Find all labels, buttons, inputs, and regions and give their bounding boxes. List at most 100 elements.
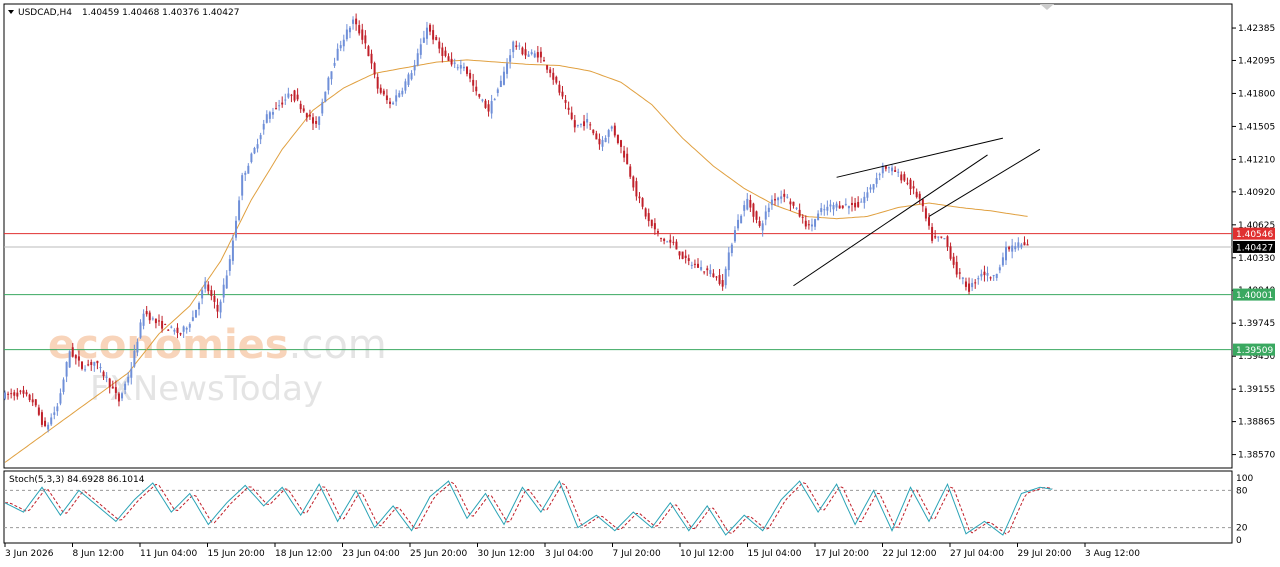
candle-body	[296, 94, 299, 100]
candle-body	[13, 392, 16, 396]
candle-body	[629, 166, 632, 177]
candle-body	[613, 125, 616, 136]
ohlc-values: 1.40459 1.40468 1.40376 1.40427	[82, 8, 239, 18]
candle-body	[844, 203, 847, 205]
x-tick-label: 15 Jun 20:00	[208, 549, 265, 559]
candle-body	[931, 227, 934, 241]
candle-body	[860, 201, 863, 203]
candle-body	[712, 273, 715, 278]
collapse-arrow-icon[interactable]	[8, 10, 14, 14]
candle-body	[244, 172, 247, 175]
candle-body	[795, 207, 798, 209]
candle-body	[878, 174, 881, 176]
candle-body	[521, 47, 524, 55]
candle-body	[84, 369, 87, 371]
x-tick-label: 7 Jul 20:00	[613, 549, 662, 559]
y-tick-label: 1.41210	[1238, 155, 1275, 165]
candle-body	[105, 376, 108, 378]
candle-body	[499, 80, 502, 88]
candle-body	[77, 356, 80, 361]
candle-body	[222, 284, 225, 298]
ma-line	[4, 59, 1028, 463]
x-tick-label: 23 Jun 04:00	[343, 549, 400, 559]
scroll-corner-icon[interactable]	[1040, 4, 1054, 10]
candle-body	[361, 29, 364, 40]
candle-body	[752, 203, 755, 217]
symbol-label: USDCAD,H4	[18, 8, 72, 18]
candle-body	[456, 67, 459, 69]
candle-body	[687, 258, 690, 261]
stoch-level-label: 0	[1236, 536, 1242, 546]
candle-body	[866, 192, 869, 198]
candle-body	[743, 205, 746, 211]
trendlines[interactable]	[793, 137, 1041, 287]
candle-body	[204, 281, 207, 289]
trendline	[928, 148, 1041, 217]
candle-body	[10, 393, 13, 395]
candle-body	[737, 219, 740, 229]
candle-body	[382, 90, 385, 95]
candle-body	[647, 213, 650, 222]
candle-body	[447, 56, 450, 61]
candle-body	[111, 386, 114, 389]
candle-body	[610, 126, 613, 129]
candle-body	[50, 417, 53, 425]
candle-body	[573, 120, 576, 128]
candle-body	[342, 39, 345, 47]
candle-body	[108, 378, 111, 388]
candle-body	[869, 187, 872, 190]
level-label-bg	[1233, 227, 1275, 240]
candle-body	[158, 320, 160, 322]
candle-body	[829, 204, 832, 207]
candle-body	[71, 347, 74, 357]
candle-body	[697, 263, 699, 268]
candle-body	[814, 219, 817, 227]
candle-body	[102, 371, 105, 377]
candle-body	[284, 99, 287, 101]
candle-body	[620, 140, 622, 147]
watermark: economies.com FXNewsToday	[48, 322, 387, 409]
candle-body	[392, 102, 395, 105]
candle-body	[857, 201, 860, 207]
candle-body	[478, 94, 481, 97]
candle-body	[894, 170, 897, 172]
candle-body	[225, 275, 228, 289]
candle-body	[835, 203, 838, 208]
candle-body	[798, 209, 801, 217]
candle-body	[847, 205, 850, 209]
y-tick-label: 1.41800	[1238, 89, 1275, 99]
candle-body	[247, 165, 250, 174]
candle-body	[167, 329, 170, 331]
candle-body	[345, 29, 348, 40]
candle-body	[884, 166, 887, 169]
y-tick-label: 1.39450	[1238, 352, 1275, 362]
candle-body	[290, 94, 293, 96]
candle-body	[783, 193, 786, 197]
candle-body	[364, 35, 367, 44]
candle-body	[663, 238, 666, 241]
candle-body	[7, 393, 10, 395]
candle-body	[450, 58, 453, 65]
candle-body	[253, 148, 256, 154]
candle-body	[370, 53, 373, 64]
candle-body	[302, 108, 305, 112]
candle-body	[228, 259, 231, 271]
candle-body	[740, 215, 743, 224]
y-tick-label: 1.39155	[1238, 385, 1275, 395]
candle-body	[34, 399, 37, 406]
candle-body	[943, 238, 946, 240]
candle-body	[909, 179, 912, 190]
candle-body	[268, 112, 271, 119]
candle-body	[690, 264, 693, 266]
level-labels: 1.40546 1.40427 1.40001 1.39509	[1233, 227, 1275, 356]
candle-body	[924, 208, 927, 219]
stoch-plot-frame	[3, 470, 1233, 544]
candle-body	[727, 252, 730, 271]
candle-body	[53, 412, 56, 415]
candle-body	[774, 199, 776, 201]
x-tick-label: 3 Aug 12:00	[1085, 549, 1140, 559]
candle-body	[179, 333, 182, 335]
candle-body	[912, 186, 915, 189]
candle-body	[379, 87, 382, 93]
